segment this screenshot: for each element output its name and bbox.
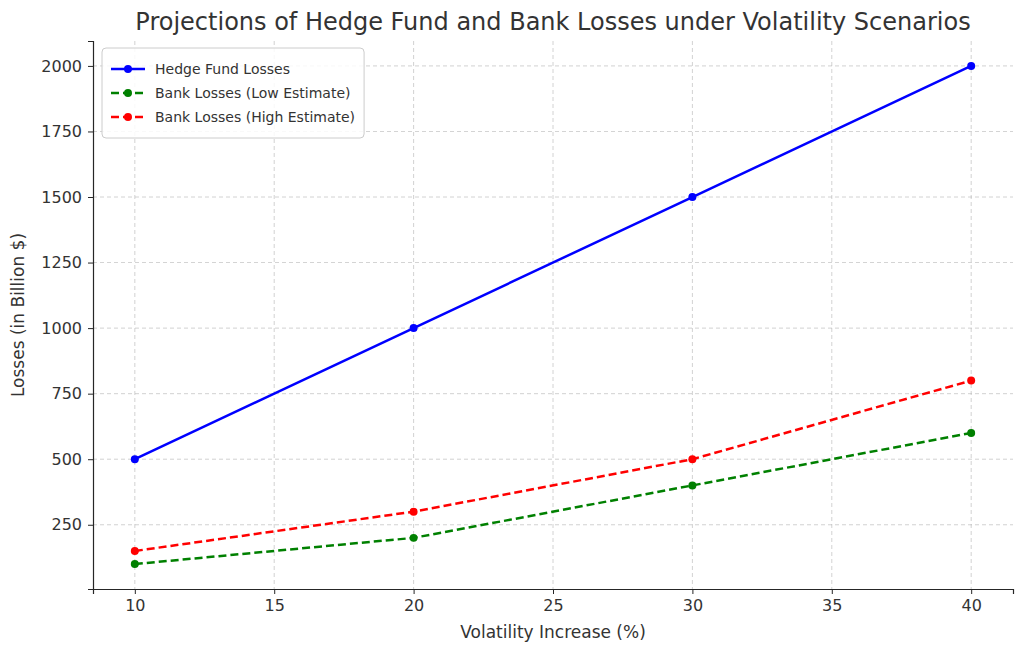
legend-entry: Bank Losses (Low Estimate) <box>111 85 350 101</box>
series-line <box>135 66 971 459</box>
y-tick-mark <box>88 394 93 395</box>
y-tick-label: 750 <box>51 384 82 403</box>
grid <box>93 41 1013 589</box>
data-point <box>967 377 975 385</box>
x-tick-mark <box>414 589 415 594</box>
y-tick-mark <box>88 66 93 67</box>
y-tick-mark <box>88 197 93 198</box>
grid-line-y <box>93 459 1013 460</box>
y-tick-mark <box>88 459 93 460</box>
y-tick: 500 <box>51 450 93 469</box>
legend-label: Bank Losses (High Estimate) <box>155 109 355 125</box>
legend-marker <box>124 89 132 97</box>
x-tick: 40 <box>962 589 982 615</box>
grid-line-y <box>93 524 1013 525</box>
legend-marker <box>124 113 132 121</box>
x-tick: 25 <box>543 589 563 615</box>
y-tick: 1500 <box>41 188 93 207</box>
x-tick-label: 20 <box>404 596 424 615</box>
x-tick: 35 <box>822 589 842 615</box>
grid-line-x <box>692 41 693 589</box>
data-point <box>688 455 696 463</box>
grid-line-x <box>831 41 832 589</box>
legend-label: Bank Losses (Low Estimate) <box>155 85 350 101</box>
legend-label: Hedge Fund Losses <box>155 61 290 77</box>
x-tick-label: 25 <box>543 596 563 615</box>
legend-entry: Hedge Fund Losses <box>111 61 290 77</box>
data-point <box>410 534 418 542</box>
grid-line-y <box>93 328 1013 329</box>
data-point <box>131 455 139 463</box>
x-tick: 30 <box>683 589 703 615</box>
series-line <box>135 433 971 564</box>
legend-entry: Bank Losses (High Estimate) <box>111 109 355 125</box>
chart: 1015202530354025050075010001250150017502… <box>0 0 1024 652</box>
y-tick-label: 250 <box>51 515 82 534</box>
y-axis-title: Losses (in Billion $) <box>8 233 28 397</box>
x-tick: 20 <box>404 589 424 615</box>
series-line <box>135 381 971 551</box>
y-axis: 250 500 750 1000 1250 1500 1750 2000 <box>41 42 93 590</box>
x-axis: 10 15 20 25 30 35 40 <box>94 589 1014 615</box>
x-tick-mark <box>553 589 554 594</box>
y-tick-label: 1000 <box>41 319 82 338</box>
y-tick-label: 1500 <box>41 188 82 207</box>
y-tick: 1000 <box>41 319 93 338</box>
grid-line-y <box>93 393 1013 394</box>
legend-marker <box>124 65 132 73</box>
x-tick-label: 15 <box>265 596 285 615</box>
y-tick: 250 <box>51 515 93 534</box>
x-tick-mark <box>832 589 833 594</box>
grid-line-x <box>413 41 414 589</box>
x-tick-mark <box>971 589 972 594</box>
y-tick-label: 2000 <box>41 57 82 76</box>
y-tick: 1750 <box>41 122 93 141</box>
y-tick-mark <box>88 131 93 132</box>
x-tick-mark <box>274 589 275 594</box>
grid-line-x <box>971 41 972 589</box>
y-tick-mark <box>88 525 93 526</box>
x-tick-label: 10 <box>125 596 145 615</box>
x-tick-label: 35 <box>822 596 842 615</box>
y-tick-mark <box>88 328 93 329</box>
data-point <box>410 324 418 332</box>
y-tick-label: 1750 <box>41 122 82 141</box>
y-tick-mark <box>88 263 93 264</box>
y-tick: 2000 <box>41 57 93 76</box>
x-axis-title: Volatility Increase (%) <box>460 622 646 642</box>
legend-box <box>102 48 364 138</box>
x-tick: 15 <box>265 589 285 615</box>
y-tick-label: 1250 <box>41 253 82 272</box>
x-tick-label: 40 <box>962 596 982 615</box>
y-axis-line <box>88 42 94 590</box>
grid-line-x <box>553 41 554 589</box>
grid-line-y <box>93 197 1013 198</box>
data-point <box>688 193 696 201</box>
data-point <box>967 62 975 70</box>
y-tick: 750 <box>51 384 93 403</box>
data-point <box>131 560 139 568</box>
x-tick-mark <box>135 589 136 594</box>
x-tick: 10 <box>125 589 145 615</box>
x-tick-label: 30 <box>683 596 703 615</box>
x-tick-mark <box>692 589 693 594</box>
plot-area: 1015202530354025050075010001250150017502… <box>41 41 1013 615</box>
title: Projections of Hedge Fund and Bank Losse… <box>135 8 970 36</box>
x-axis-line <box>94 590 1014 595</box>
data-point <box>688 481 696 489</box>
y-tick: 1250 <box>41 253 93 272</box>
data-point <box>967 429 975 437</box>
legend: Hedge Fund Losses Bank Losses (Low Estima… <box>102 48 364 138</box>
y-tick-label: 500 <box>51 450 82 469</box>
data-point <box>131 547 139 555</box>
data-point <box>410 508 418 516</box>
